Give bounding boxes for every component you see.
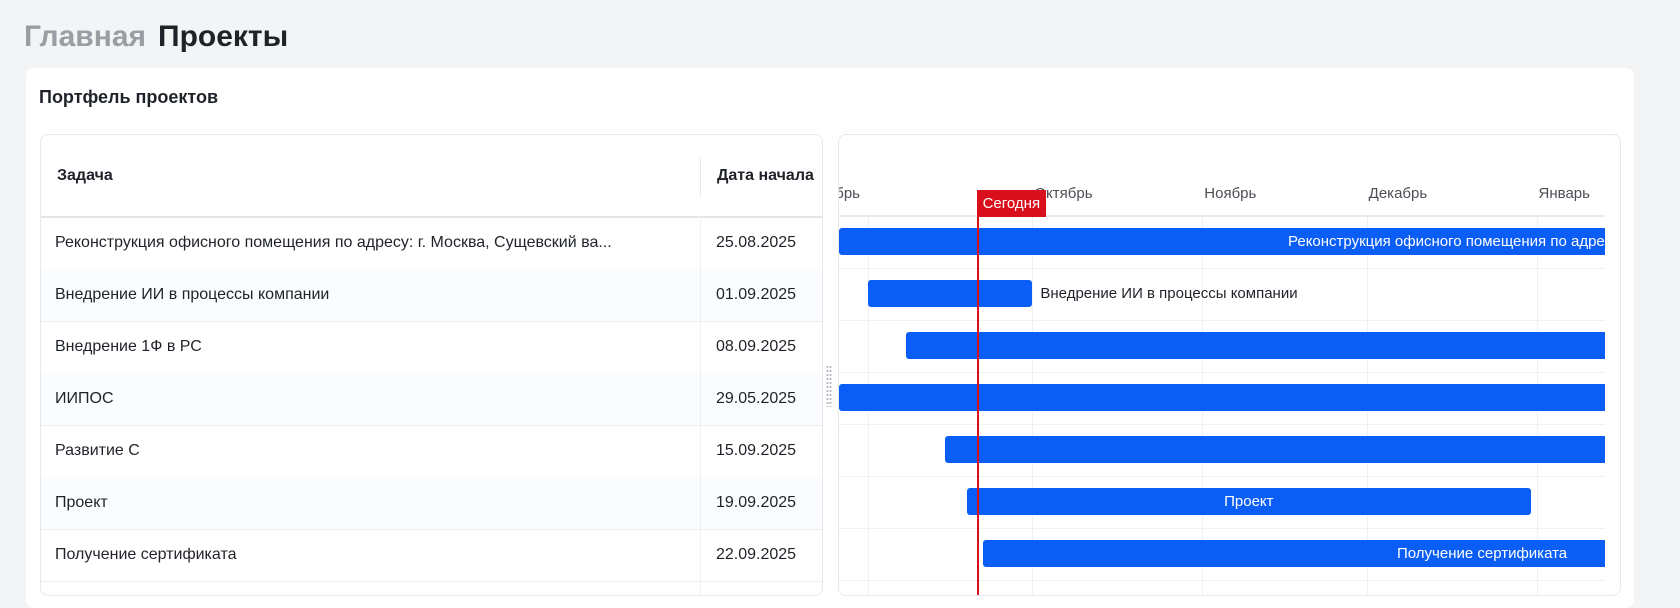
month-label: Ноябрь xyxy=(1204,185,1257,202)
task-bar[interactable] xyxy=(944,436,1605,463)
panel-resize-handle[interactable] xyxy=(826,365,832,407)
table-row[interactable]: Реконструкция офисного помещения по адре… xyxy=(41,217,822,270)
start-date: 25.08.2025 xyxy=(716,234,797,251)
breadcrumb: Главная Проекты xyxy=(24,20,288,54)
table-header: Задача Дата начала xyxy=(41,135,822,218)
task-bar[interactable] xyxy=(906,332,1605,359)
task-name: Внедрение ИИ в процессы компании xyxy=(55,286,330,303)
page-title: Проекты xyxy=(158,20,289,53)
task-table: Задача Дата начала Реконструкция офисног… xyxy=(40,134,823,596)
table-row[interactable]: Внедрение ИИ в процессы компании 01.09.2… xyxy=(41,269,822,322)
task-name: Внедрение 1Ф в РС xyxy=(55,338,202,355)
start-date: 08.09.2025 xyxy=(716,338,797,355)
task-name: Реконструкция офисного помещения по адре… xyxy=(55,234,612,251)
table-row[interactable]: Получение сертификата 22.09.2025 xyxy=(41,529,822,582)
task-bar[interactable]: Проект xyxy=(966,488,1532,515)
month-label: Январь xyxy=(1538,185,1590,202)
task-bar-label: Получение сертификата xyxy=(1396,545,1568,562)
start-date: 01.09.2025 xyxy=(716,286,797,303)
column-resizer[interactable] xyxy=(700,157,701,197)
timeline-header-divider xyxy=(839,215,1605,217)
task-bar-label: Реконструкция офисного помещения по адре… xyxy=(1288,233,1605,250)
timeline-row-divider xyxy=(839,528,1605,529)
start-date: 29.05.2025 xyxy=(716,390,797,407)
timeline-row-divider xyxy=(839,580,1605,581)
card-title: Портфель проектов xyxy=(39,87,219,107)
timeline-row-divider xyxy=(839,476,1605,477)
table-row[interactable]: Развитие С 15.09.2025 xyxy=(41,425,822,478)
column-header-task[interactable]: Задача xyxy=(57,167,113,184)
month-label: Октябрь xyxy=(1034,185,1093,202)
column-divider xyxy=(700,217,701,595)
task-bar-label: Внедрение ИИ в процессы компании xyxy=(1040,285,1298,302)
table-row[interactable]: Проект 19.09.2025 xyxy=(41,477,822,530)
gantt-timeline[interactable]: Сентябрь Октябрь Ноябрь Декабрь Январь Реконс… xyxy=(839,135,1605,595)
start-date: 15.09.2025 xyxy=(716,442,797,459)
task-name: Получение сертификата xyxy=(55,546,237,563)
table-row[interactable]: Внедрение 1Ф в РС 08.09.2025 xyxy=(41,321,822,374)
task-bar[interactable] xyxy=(839,384,1605,411)
today-marker-line xyxy=(976,190,979,595)
month-label: Сентябрь xyxy=(839,185,860,202)
task-name: ИИПОС xyxy=(55,390,114,407)
timeline-row-divider xyxy=(839,268,1605,269)
column-header-start-date[interactable]: Дата начала xyxy=(717,167,814,184)
task-name: Проект xyxy=(55,494,108,511)
task-bar[interactable]: Реконструкция офисного помещения по адре… xyxy=(839,228,1605,255)
start-date: 22.09.2025 xyxy=(716,546,797,563)
gantt-chart: Сентябрь Октябрь Ноябрь Декабрь Январь Реконс… xyxy=(838,134,1621,596)
start-date: 19.09.2025 xyxy=(716,494,797,511)
task-bar[interactable]: Получение сертификата xyxy=(983,540,1605,567)
timeline-row-divider xyxy=(839,372,1605,373)
breadcrumb-home-link[interactable]: Главная xyxy=(24,20,147,53)
task-bar[interactable] xyxy=(868,280,1033,307)
table-row[interactable]: ИИПОС 29.05.2025 xyxy=(41,373,822,426)
task-name: Развитие С xyxy=(55,442,140,459)
timeline-row-divider xyxy=(839,320,1605,321)
today-marker-label: Сегодня xyxy=(976,190,1047,217)
timeline-row-divider xyxy=(839,424,1605,425)
task-bar-label: Проект xyxy=(1224,493,1274,510)
month-label: Декабрь xyxy=(1368,185,1428,202)
